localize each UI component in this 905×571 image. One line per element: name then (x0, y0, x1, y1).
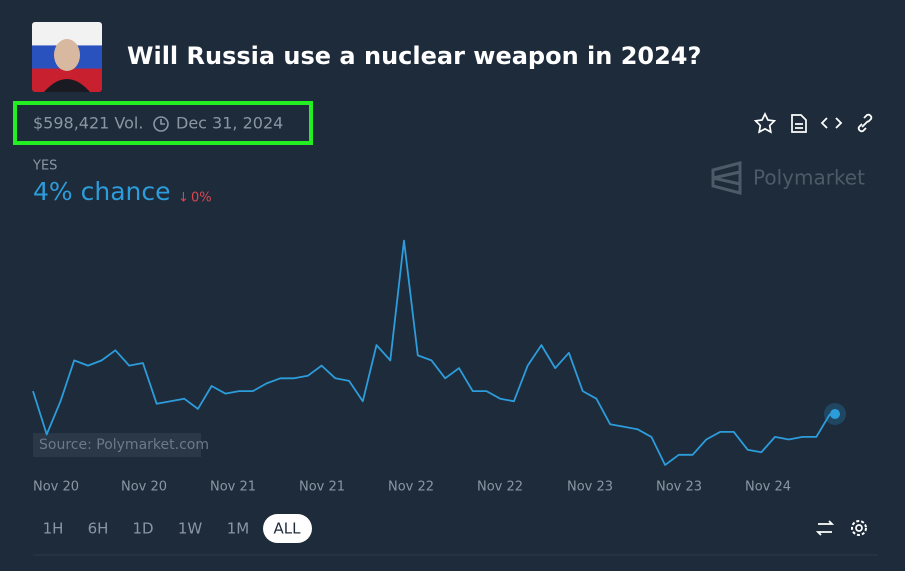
range-button[interactable]: 1M (227, 520, 250, 538)
clock-icon (160, 119, 165, 125)
x-tick-label: Nov 22 (388, 480, 434, 495)
range-button-active[interactable] (263, 514, 312, 543)
price-line (32, 239, 831, 466)
market-title: Will Russia use a nuclear weapon in 2024… (127, 42, 701, 70)
image-figure (54, 39, 80, 71)
x-tick-label: Nov 21 (210, 480, 256, 495)
highlight-box (13, 101, 313, 145)
x-tick-label: Nov 22 (477, 480, 523, 495)
document-icon[interactable] (791, 114, 807, 133)
outcome-name: YES (32, 159, 57, 174)
volume: $598,421 Vol. (33, 114, 143, 133)
x-tick-label: Nov 20 (33, 480, 79, 495)
source: Source: Polymarket.com (39, 437, 209, 453)
end-date: Dec 31, 2024 (176, 114, 283, 133)
endpoint-dot (830, 409, 840, 419)
clock-icon (153, 116, 169, 132)
swap-icon[interactable] (815, 520, 835, 536)
x-tick-label: Nov 20 (121, 480, 167, 495)
change: 0% (191, 191, 212, 206)
change-arrow: ↓ (178, 191, 189, 206)
brand: Polymarket (753, 166, 865, 190)
settings-icon[interactable] (855, 524, 863, 532)
range-button[interactable]: 1W (178, 520, 203, 538)
range-button[interactable]: ALL (274, 520, 302, 538)
range-button[interactable]: 6H (88, 520, 109, 538)
settings-icon[interactable] (851, 520, 867, 536)
x-tick-label: Nov 23 (656, 480, 702, 495)
favorite-icon[interactable] (753, 112, 777, 134)
brand-logo (711, 161, 742, 195)
range-button[interactable]: 1D (132, 520, 153, 538)
image-figure (44, 79, 90, 92)
link-icon[interactable] (857, 113, 873, 133)
chance: 4% chance (33, 177, 171, 206)
x-tick-label: Nov 21 (299, 480, 345, 495)
embed-icon[interactable] (820, 117, 843, 129)
x-tick-label: Nov 23 (567, 480, 613, 495)
range-button[interactable]: 1H (43, 520, 64, 538)
source-box (33, 433, 201, 457)
x-tick-label: Nov 24 (745, 480, 791, 495)
